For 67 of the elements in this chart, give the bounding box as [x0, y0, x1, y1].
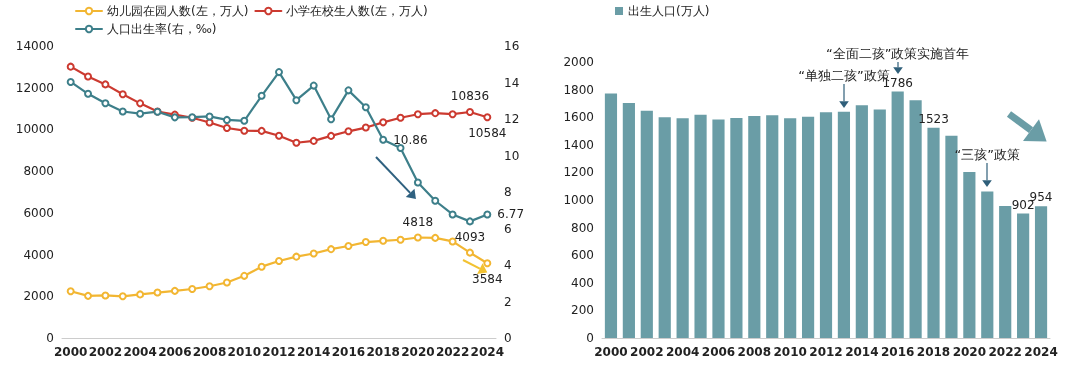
x-tick-label: 2010 [773, 345, 807, 359]
x-tick-label: 2002 [88, 345, 123, 359]
x-tick-label: 2012 [809, 345, 843, 359]
data-label: 6.77 [497, 207, 525, 222]
x-tick-label: 2002 [630, 345, 664, 359]
y2-tick-label: 16 [504, 39, 520, 53]
y-tick-label: 1600 [563, 110, 594, 125]
y2-tick-label: 4 [504, 258, 512, 272]
x-tick-label: 2008 [737, 345, 772, 359]
x-tick-label: 2016 [880, 345, 915, 359]
x-tick-label: 2014 [845, 345, 879, 359]
x-tick-label: 2008 [192, 345, 227, 359]
legend-label: 幼儿园在园人数(左，万人) [107, 4, 249, 18]
x-tick-label: 2006 [701, 345, 736, 359]
y-tick-label: 10000 [15, 122, 54, 137]
y-tick-label: 2000 [563, 55, 594, 69]
y-tick-label: 2000 [23, 289, 54, 304]
x-tick-label: 2016 [331, 345, 366, 359]
y-tick-label: 8000 [23, 164, 54, 179]
x-tick-label: 2024 [1024, 345, 1058, 359]
y-tick-label: 400 [571, 275, 594, 290]
y2-tick-label: 2 [504, 294, 512, 309]
x-tick-label: 2014 [297, 345, 331, 359]
data-label: 10836 [450, 88, 490, 103]
x-tick-label: 2012 [262, 345, 296, 359]
x-tick-label: 2004 [665, 345, 700, 359]
x-tick-label: 2018 [916, 345, 951, 359]
data-label: 10.86 [393, 132, 428, 147]
x-tick-label: 2020 [952, 345, 987, 359]
y-tick-label: 600 [571, 248, 594, 263]
y-tick-label: 200 [571, 303, 594, 318]
x-tick-label: 2022 [988, 345, 1022, 359]
y-tick-label: 800 [571, 220, 594, 235]
y2-tick-label: 0 [504, 331, 512, 345]
y-tick-label: 6000 [23, 205, 54, 220]
data-label: 4818 [402, 214, 434, 229]
y2-tick-label: 6 [504, 221, 512, 236]
legend-label: 人口出生率(右，‰) [107, 22, 217, 36]
y-tick-label: 12000 [15, 80, 54, 95]
y-tick-label: 1200 [563, 165, 594, 180]
legend-label: 出生人口(万人) [628, 4, 710, 18]
x-tick-label: 2020 [401, 345, 435, 359]
x-tick-label: 2024 [470, 345, 505, 359]
annotation: “三孩”政策 [954, 146, 1021, 165]
y2-tick-label: 12 [504, 112, 520, 126]
x-tick-label: 2004 [123, 345, 157, 359]
y-tick-label: 1000 [563, 193, 594, 207]
y2-tick-label: 10 [504, 148, 520, 163]
x-tick-label: 2000 [53, 345, 88, 359]
y2-tick-label: 8 [504, 185, 512, 199]
x-tick-label: 2018 [366, 345, 400, 359]
x-tick-label: 2006 [158, 345, 192, 359]
annotation: “全面二孩”政策实施首年 [825, 44, 970, 63]
legend-label: 小学在校生人数(左，万人) [286, 4, 428, 18]
y2-tick-label: 14 [504, 75, 520, 90]
x-tick-label: 2010 [227, 345, 261, 359]
data-label: 4093 [454, 229, 486, 244]
y-tick-label: 0 [586, 331, 594, 345]
y-tick-label: 1800 [563, 82, 594, 97]
y-tick-label: 14000 [15, 39, 54, 53]
data-label: 3584 [472, 272, 503, 287]
y-tick-label: 0 [46, 331, 54, 345]
y-tick-label: 4000 [23, 247, 54, 262]
x-tick-label: 2000 [594, 345, 628, 359]
y-tick-label: 1400 [563, 137, 594, 152]
data-label: 10584 [468, 126, 507, 141]
x-tick-label: 2022 [435, 345, 470, 359]
